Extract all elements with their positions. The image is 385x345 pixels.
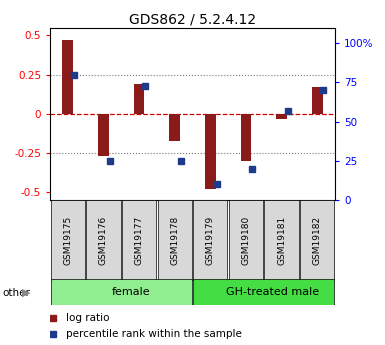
Text: ▶: ▶ <box>22 288 30 297</box>
Text: GSM19181: GSM19181 <box>277 216 286 265</box>
Bar <box>157 200 192 281</box>
Title: GDS862 / 5.2.4.12: GDS862 / 5.2.4.12 <box>129 12 256 27</box>
Bar <box>134 84 144 114</box>
Text: GSM19179: GSM19179 <box>206 216 215 265</box>
Text: GSM19182: GSM19182 <box>313 216 321 265</box>
Text: GSM19178: GSM19178 <box>170 216 179 265</box>
Bar <box>205 114 216 189</box>
Text: percentile rank within the sample: percentile rank within the sample <box>66 329 242 339</box>
Text: log ratio: log ratio <box>66 313 109 323</box>
Bar <box>169 114 180 140</box>
Bar <box>193 279 334 305</box>
Bar <box>312 87 323 114</box>
Bar <box>300 200 334 281</box>
Text: female: female <box>111 287 150 297</box>
Bar <box>122 200 156 281</box>
Text: GSM19177: GSM19177 <box>135 216 144 265</box>
Bar <box>193 200 228 281</box>
Bar <box>276 114 287 119</box>
Bar <box>86 200 121 281</box>
Bar <box>51 200 85 281</box>
Text: other: other <box>2 288 30 297</box>
Bar <box>98 114 109 156</box>
Bar <box>241 114 251 161</box>
Text: GH-treated male: GH-treated male <box>226 287 320 297</box>
Bar <box>229 200 263 281</box>
Bar <box>264 200 299 281</box>
Text: GSM19176: GSM19176 <box>99 216 108 265</box>
Bar <box>62 40 73 114</box>
Bar <box>51 279 192 305</box>
Text: GSM19180: GSM19180 <box>241 216 250 265</box>
Text: GSM19175: GSM19175 <box>64 216 72 265</box>
